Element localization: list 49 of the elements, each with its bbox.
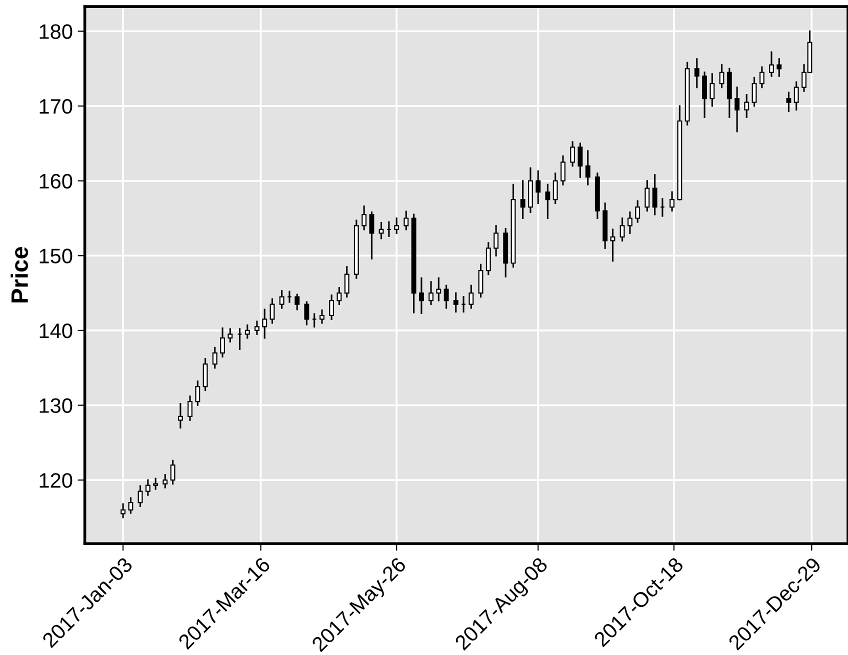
candlestick [444,284,449,309]
candlestick [759,66,764,88]
y-axis-title: Price [10,247,28,302]
candlestick [719,64,724,88]
y-tick-label: 150 [40,248,72,264]
candlestick [652,174,658,216]
candlestick [212,346,218,369]
candlestick [362,206,367,230]
candlestick [202,358,208,392]
candlestick [776,58,782,77]
y-tick-label: 180 [40,24,72,39]
candlestick [545,184,550,220]
candlestick [734,86,740,132]
candlestick [378,222,384,240]
y-tick-label: 140 [40,323,72,338]
candlestick [344,266,350,298]
candlestick [620,217,625,242]
candlestick [453,292,458,313]
candlestick [478,264,484,298]
candlestick [279,290,284,309]
candlestick [138,485,143,508]
candlestick [128,497,134,514]
candlestick [436,277,442,302]
candlestick [536,170,541,204]
candlestick [702,72,708,118]
candlestick [320,309,324,324]
candlestick [418,277,424,314]
y-tick-label: 160 [40,174,72,189]
candlestick [786,92,792,112]
candlestick [468,284,474,309]
y-tick-label: 120 [40,473,72,488]
candlestick [336,287,342,306]
candlestick [627,212,632,234]
y-tick-label: 170 [40,99,72,114]
candlestick [369,212,374,260]
candlestick [570,141,576,167]
candlestick [404,210,409,230]
candlestick [585,150,590,186]
candlestick [694,58,700,88]
candlestick [329,294,334,320]
candlestick [294,294,300,310]
candlestick [520,180,526,220]
y-tick-label: 130 [40,398,72,414]
candlestick [428,281,434,306]
candlestick [578,142,583,178]
candlestick [635,200,640,223]
candlestick [769,51,774,77]
candlestick [304,301,310,326]
candlestick [270,298,275,324]
